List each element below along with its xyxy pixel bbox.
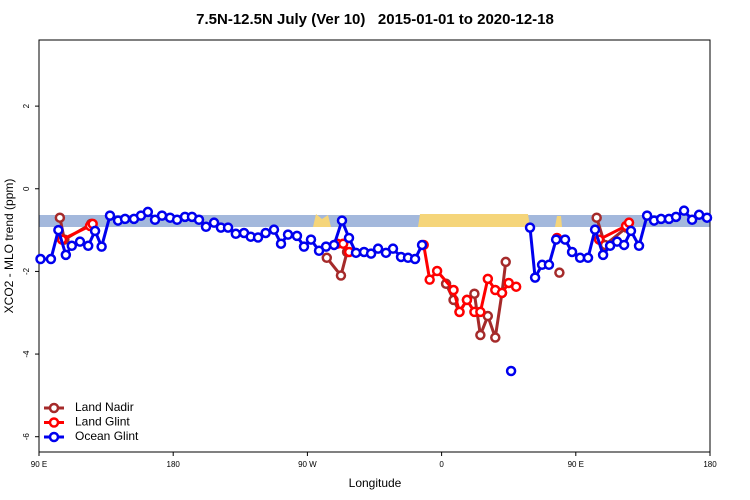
- point: [260, 227, 271, 239]
- x-tick-label: 90 E: [568, 460, 584, 469]
- point: [589, 224, 601, 235]
- point: [701, 212, 713, 223]
- point: [60, 249, 72, 261]
- point: [142, 206, 154, 218]
- point: [524, 222, 536, 233]
- point: [305, 234, 317, 245]
- point: [550, 234, 562, 245]
- point: [424, 274, 435, 285]
- legend-marker: [48, 417, 60, 428]
- land-patch: [418, 214, 530, 227]
- point: [66, 240, 78, 252]
- x-axis-label: Longitude: [349, 476, 402, 490]
- land-patch: [555, 216, 562, 227]
- x-tick-label: 180: [703, 460, 717, 469]
- point: [505, 365, 517, 377]
- point: [104, 210, 116, 221]
- point: [343, 232, 355, 244]
- point: [543, 259, 555, 271]
- point: [208, 217, 220, 228]
- point: [54, 212, 66, 223]
- point: [475, 329, 486, 341]
- point: [670, 211, 682, 223]
- legend-marker: [48, 431, 60, 443]
- point: [230, 228, 242, 240]
- point: [321, 252, 333, 264]
- point: [633, 240, 645, 252]
- x-tick-label: 90 W: [298, 460, 317, 469]
- legend-marker: [48, 402, 60, 414]
- legend-label: Land Glint: [75, 415, 130, 429]
- point: [448, 284, 459, 296]
- point: [554, 267, 565, 278]
- point: [74, 236, 86, 247]
- point: [320, 241, 332, 252]
- point: [282, 229, 294, 240]
- point: [461, 294, 473, 306]
- point: [409, 253, 421, 265]
- point: [482, 310, 494, 322]
- point: [268, 224, 280, 235]
- point: [275, 238, 287, 249]
- point: [510, 281, 522, 292]
- land-patch: [313, 214, 331, 227]
- point: [156, 210, 168, 221]
- point: [291, 230, 303, 242]
- point: [365, 248, 377, 259]
- y-tick-label: 0: [22, 186, 31, 191]
- point: [475, 306, 486, 318]
- point: [35, 253, 46, 265]
- point: [566, 246, 578, 258]
- point: [200, 221, 212, 233]
- point: [641, 210, 653, 221]
- legend-label: Ocean Glint: [75, 429, 139, 443]
- point: [82, 240, 94, 252]
- point: [193, 214, 205, 226]
- chart-title: 7.5N-12.5N July (Ver 10) 2015-01-01 to 2…: [196, 11, 554, 28]
- point: [298, 241, 310, 252]
- x-tick-label: 0: [439, 460, 444, 469]
- point: [500, 256, 511, 268]
- y-tick-label: -2: [22, 267, 31, 275]
- point: [89, 225, 101, 237]
- point: [53, 224, 64, 236]
- point: [582, 252, 594, 264]
- point: [328, 239, 340, 251]
- point: [678, 205, 690, 216]
- point: [431, 265, 443, 277]
- point: [597, 249, 609, 261]
- point: [454, 306, 465, 318]
- point: [618, 239, 630, 251]
- x-tick-label: 90 E: [31, 460, 47, 469]
- point: [686, 214, 698, 226]
- point: [387, 243, 399, 254]
- point: [591, 212, 602, 223]
- x-tick-label: 180: [167, 460, 181, 469]
- point: [222, 222, 234, 233]
- point: [416, 239, 428, 251]
- plot-frame: [38, 39, 711, 453]
- point: [372, 243, 384, 254]
- point: [482, 273, 494, 285]
- point: [496, 287, 508, 299]
- point: [469, 288, 480, 299]
- point: [252, 232, 264, 243]
- point: [45, 253, 57, 265]
- point: [559, 234, 571, 245]
- point: [623, 217, 635, 228]
- legend-label: Land Nadir: [75, 400, 134, 414]
- point: [336, 215, 348, 226]
- y-tick-label: -4: [22, 350, 31, 358]
- point: [119, 213, 131, 225]
- point: [529, 272, 541, 283]
- point: [490, 332, 501, 343]
- point: [96, 241, 107, 252]
- point: [625, 225, 637, 237]
- y-tick-label: -6: [22, 433, 31, 441]
- point: [335, 270, 347, 281]
- y-tick-label: 2: [22, 103, 31, 108]
- point: [350, 247, 362, 259]
- y-axis-label: XCO2 - MLO trend (ppm): [2, 179, 16, 314]
